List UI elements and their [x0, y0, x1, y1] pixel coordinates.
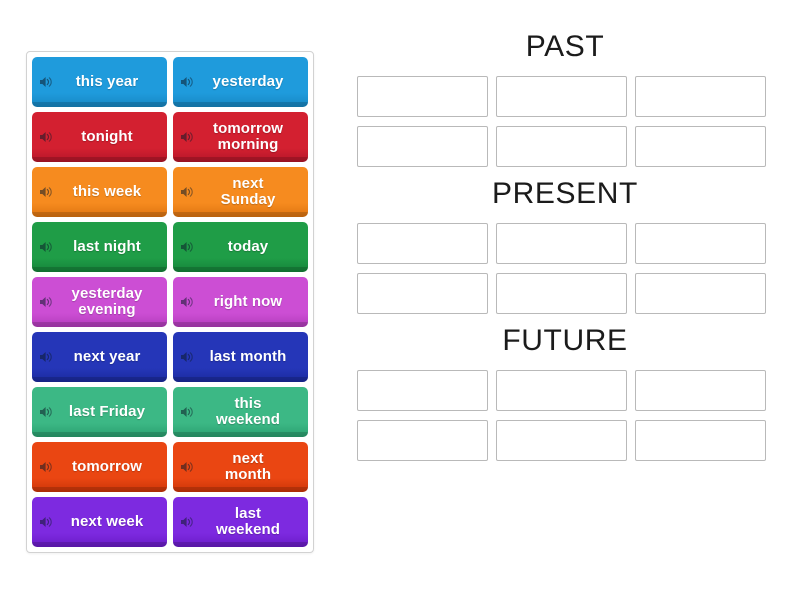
word-tile[interactable]: this weekend — [173, 387, 308, 437]
word-tile-label: last night — [73, 238, 141, 256]
word-tile[interactable]: next Sunday — [173, 167, 308, 217]
drop-slot[interactable] — [635, 273, 766, 314]
word-tile-label: this year — [75, 73, 139, 91]
drop-slot[interactable] — [357, 126, 488, 167]
drop-slot[interactable] — [357, 76, 488, 117]
drop-slot[interactable] — [635, 420, 766, 461]
word-tile-label: next week — [70, 513, 144, 531]
drop-slot[interactable] — [357, 420, 488, 461]
drop-slot[interactable] — [496, 76, 627, 117]
drop-slot[interactable] — [635, 223, 766, 264]
drop-slot[interactable] — [496, 223, 627, 264]
word-tile-label: next Sunday — [220, 175, 276, 208]
word-tile[interactable]: right now — [173, 277, 308, 327]
word-tile[interactable]: tonight — [32, 112, 167, 162]
speaker-icon[interactable] — [37, 513, 55, 531]
word-tile-label: yesterday evening — [71, 285, 143, 318]
word-tile[interactable]: this year — [32, 57, 167, 107]
drop-slot[interactable] — [357, 273, 488, 314]
speaker-icon[interactable] — [178, 348, 196, 366]
word-tile[interactable]: yesterday — [173, 57, 308, 107]
speaker-icon[interactable] — [37, 348, 55, 366]
word-tile[interactable]: last Friday — [32, 387, 167, 437]
word-tile-label: last weekend — [215, 505, 281, 538]
word-tile[interactable]: next month — [173, 442, 308, 492]
word-tile[interactable]: today — [173, 222, 308, 272]
word-tile-tray: this year yesterday tonight tomorrow mornin… — [26, 51, 314, 553]
word-tile[interactable]: next week — [32, 497, 167, 547]
word-tile-label: yesterday — [212, 73, 284, 91]
drop-slot[interactable] — [496, 370, 627, 411]
word-tile[interactable]: tomorrow — [32, 442, 167, 492]
word-tile[interactable]: this week — [32, 167, 167, 217]
tile-grid: this year yesterday tonight tomorrow mornin… — [32, 57, 308, 547]
speaker-icon[interactable] — [37, 458, 55, 476]
word-tile[interactable]: last month — [173, 332, 308, 382]
word-tile-label: last Friday — [68, 403, 146, 421]
category-title: FUTURE — [502, 324, 628, 357]
speaker-icon[interactable] — [37, 73, 55, 91]
speaker-icon[interactable] — [37, 183, 55, 201]
word-tile[interactable]: yesterday evening — [32, 277, 167, 327]
drop-slot[interactable] — [635, 76, 766, 117]
word-tile-label: today — [227, 238, 269, 256]
speaker-icon[interactable] — [37, 293, 55, 311]
word-tile-label: next month — [224, 450, 272, 483]
drop-slot[interactable] — [496, 420, 627, 461]
speaker-icon[interactable] — [178, 238, 196, 256]
word-tile[interactable]: last night — [32, 222, 167, 272]
word-tile-label: right now — [213, 293, 283, 311]
drop-slot[interactable] — [357, 370, 488, 411]
word-tile-label: tonight — [81, 128, 133, 146]
category-group: FUTURE — [350, 322, 780, 461]
speaker-icon[interactable] — [37, 128, 55, 146]
drop-slot[interactable] — [635, 126, 766, 167]
category-zones: PAST PRESENT FUTURE — [350, 28, 780, 469]
word-tile-label: last month — [209, 348, 287, 366]
speaker-icon[interactable] — [37, 403, 55, 421]
speaker-icon[interactable] — [178, 403, 196, 421]
speaker-icon[interactable] — [178, 458, 196, 476]
drop-slot[interactable] — [496, 273, 627, 314]
category-title: PRESENT — [492, 177, 638, 210]
word-tile-label: this weekend — [215, 395, 281, 428]
drop-slot[interactable] — [357, 223, 488, 264]
drop-slot[interactable] — [496, 126, 627, 167]
word-tile-label: tomorrow morning — [213, 120, 283, 153]
word-tile-label: tomorrow — [72, 458, 142, 476]
speaker-icon[interactable] — [37, 238, 55, 256]
speaker-icon[interactable] — [178, 513, 196, 531]
category-slot-grid — [350, 370, 780, 461]
category-slot-grid — [350, 223, 780, 314]
word-tile[interactable]: last weekend — [173, 497, 308, 547]
speaker-icon[interactable] — [178, 293, 196, 311]
speaker-icon[interactable] — [178, 128, 196, 146]
category-group: PRESENT — [350, 175, 780, 314]
drop-slot[interactable] — [635, 370, 766, 411]
speaker-icon[interactable] — [178, 73, 196, 91]
speaker-icon[interactable] — [178, 183, 196, 201]
word-tile[interactable]: tomorrow morning — [173, 112, 308, 162]
word-tile-label: next year — [73, 348, 141, 366]
category-slot-grid — [350, 76, 780, 167]
category-title: PAST — [525, 30, 605, 63]
category-group: PAST — [350, 28, 780, 167]
word-tile-label: this week — [72, 183, 142, 201]
word-tile[interactable]: next year — [32, 332, 167, 382]
